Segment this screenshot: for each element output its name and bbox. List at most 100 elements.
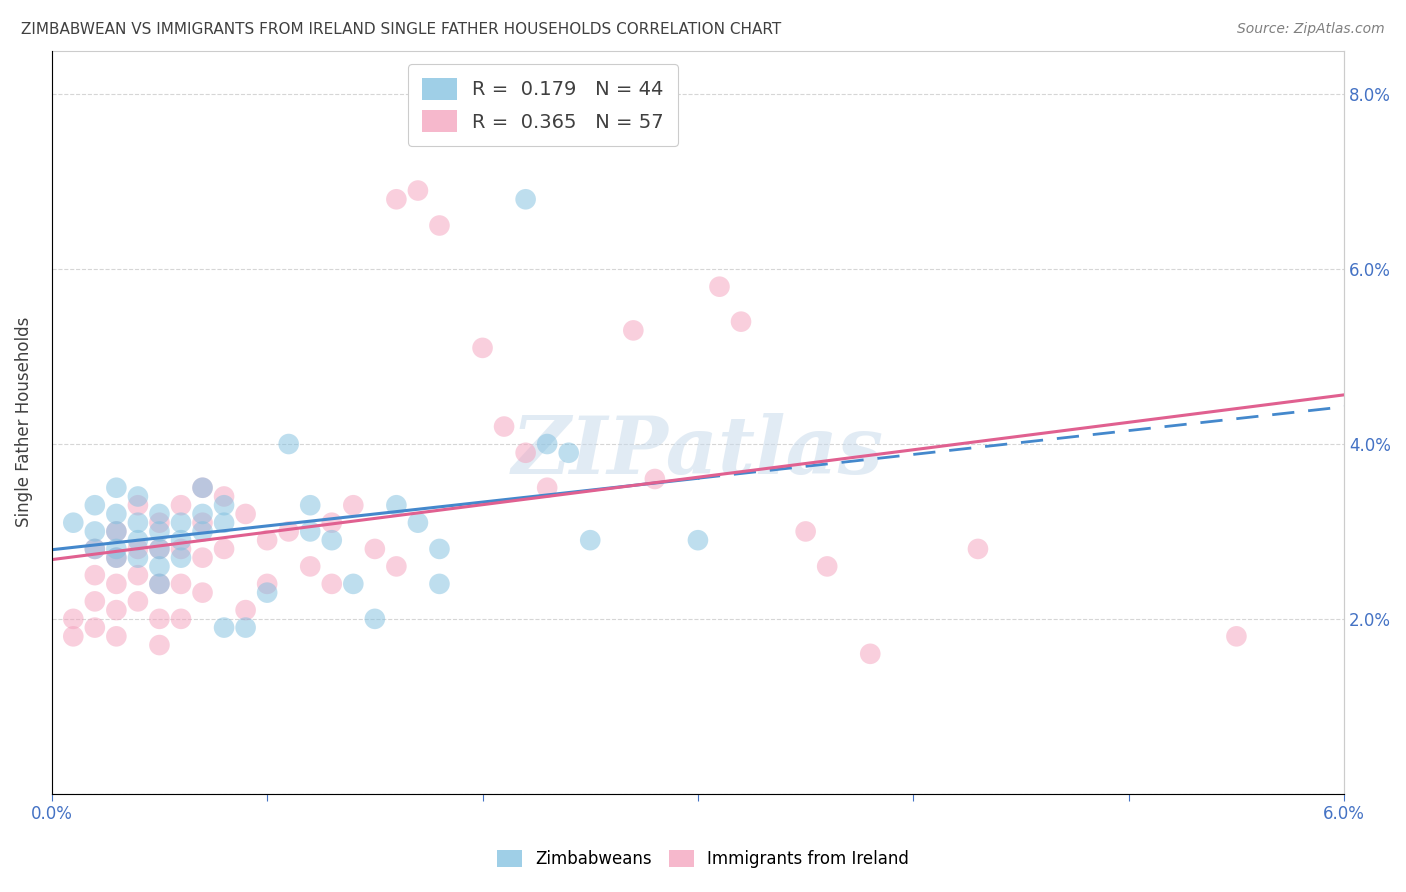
Point <box>794 524 817 539</box>
Point <box>148 524 170 539</box>
Point <box>170 533 193 548</box>
Point <box>191 524 214 539</box>
Point <box>62 516 84 530</box>
Point <box>83 541 105 556</box>
Point <box>191 516 214 530</box>
Point <box>321 577 343 591</box>
Point <box>170 498 193 512</box>
Point <box>148 638 170 652</box>
Point <box>148 541 170 556</box>
Point <box>321 533 343 548</box>
Point <box>579 533 602 548</box>
Point <box>170 516 193 530</box>
Legend: Zimbabweans, Immigrants from Ireland: Zimbabweans, Immigrants from Ireland <box>491 843 915 875</box>
Point <box>83 568 105 582</box>
Point <box>429 219 451 233</box>
Point <box>256 533 278 548</box>
Point <box>342 577 364 591</box>
Point <box>515 446 537 460</box>
Point <box>127 594 149 608</box>
Point <box>105 577 128 591</box>
Point <box>170 541 193 556</box>
Point <box>235 603 257 617</box>
Point <box>148 516 170 530</box>
Point <box>127 541 149 556</box>
Point <box>515 192 537 206</box>
Point <box>212 621 235 635</box>
Point <box>859 647 882 661</box>
Point <box>644 472 666 486</box>
Point <box>364 541 387 556</box>
Point <box>406 184 429 198</box>
Point <box>148 577 170 591</box>
Point <box>62 612 84 626</box>
Point <box>494 419 516 434</box>
Point <box>83 541 105 556</box>
Point <box>105 524 128 539</box>
Point <box>191 481 214 495</box>
Point <box>148 559 170 574</box>
Point <box>105 481 128 495</box>
Point <box>212 498 235 512</box>
Point <box>62 629 84 643</box>
Point <box>191 481 214 495</box>
Point <box>148 541 170 556</box>
Point <box>212 490 235 504</box>
Point <box>256 585 278 599</box>
Point <box>709 279 731 293</box>
Point <box>686 533 709 548</box>
Point <box>967 541 990 556</box>
Text: Source: ZipAtlas.com: Source: ZipAtlas.com <box>1237 22 1385 37</box>
Point <box>191 550 214 565</box>
Point <box>730 315 752 329</box>
Point <box>235 507 257 521</box>
Point <box>83 621 105 635</box>
Text: ZIPatlas: ZIPatlas <box>512 413 884 491</box>
Point <box>83 498 105 512</box>
Point <box>105 524 128 539</box>
Point <box>342 498 364 512</box>
Point <box>191 507 214 521</box>
Point <box>299 498 322 512</box>
Point <box>321 516 343 530</box>
Point <box>429 541 451 556</box>
Point <box>170 612 193 626</box>
Point <box>364 612 387 626</box>
Point <box>621 323 644 337</box>
Point <box>105 550 128 565</box>
Point <box>105 507 128 521</box>
Point <box>256 577 278 591</box>
Point <box>127 490 149 504</box>
Legend: R =  0.179   N = 44, R =  0.365   N = 57: R = 0.179 N = 44, R = 0.365 N = 57 <box>408 64 678 146</box>
Point <box>105 541 128 556</box>
Point <box>212 516 235 530</box>
Point <box>277 437 299 451</box>
Point <box>406 516 429 530</box>
Point <box>170 550 193 565</box>
Point <box>385 559 408 574</box>
Point <box>235 621 257 635</box>
Point <box>385 498 408 512</box>
Point <box>105 550 128 565</box>
Point <box>127 498 149 512</box>
Point <box>536 481 558 495</box>
Point <box>536 437 558 451</box>
Point <box>83 594 105 608</box>
Point <box>191 585 214 599</box>
Point <box>299 559 322 574</box>
Point <box>148 507 170 521</box>
Y-axis label: Single Father Households: Single Father Households <box>15 317 32 527</box>
Point <box>148 577 170 591</box>
Point <box>277 524 299 539</box>
Point <box>170 577 193 591</box>
Point <box>127 568 149 582</box>
Point <box>127 516 149 530</box>
Point <box>127 550 149 565</box>
Point <box>557 446 579 460</box>
Point <box>83 524 105 539</box>
Point <box>299 524 322 539</box>
Point <box>127 533 149 548</box>
Point <box>1225 629 1247 643</box>
Point <box>385 192 408 206</box>
Point <box>471 341 494 355</box>
